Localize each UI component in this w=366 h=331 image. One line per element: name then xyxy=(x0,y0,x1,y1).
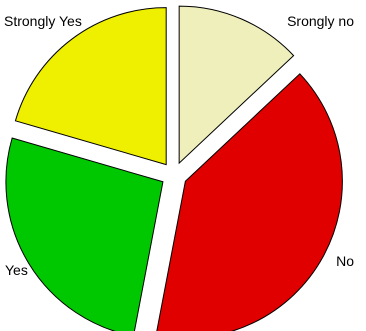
slice-label-yes: Yes xyxy=(5,262,28,278)
slice-labels: Srongly no No Yes Strongly Yes xyxy=(4,13,354,278)
slice-label-srongly-no: Srongly no xyxy=(287,13,354,29)
pie-slice-strongly-yes xyxy=(14,7,167,166)
slices xyxy=(5,5,343,331)
pie-slice-yes xyxy=(5,137,164,331)
pie-slice-no xyxy=(156,73,343,331)
slice-label-no: No xyxy=(336,253,354,269)
slice-label-strongly-yes: Strongly Yes xyxy=(4,13,82,29)
pie-slice-srongly-no xyxy=(178,5,295,165)
